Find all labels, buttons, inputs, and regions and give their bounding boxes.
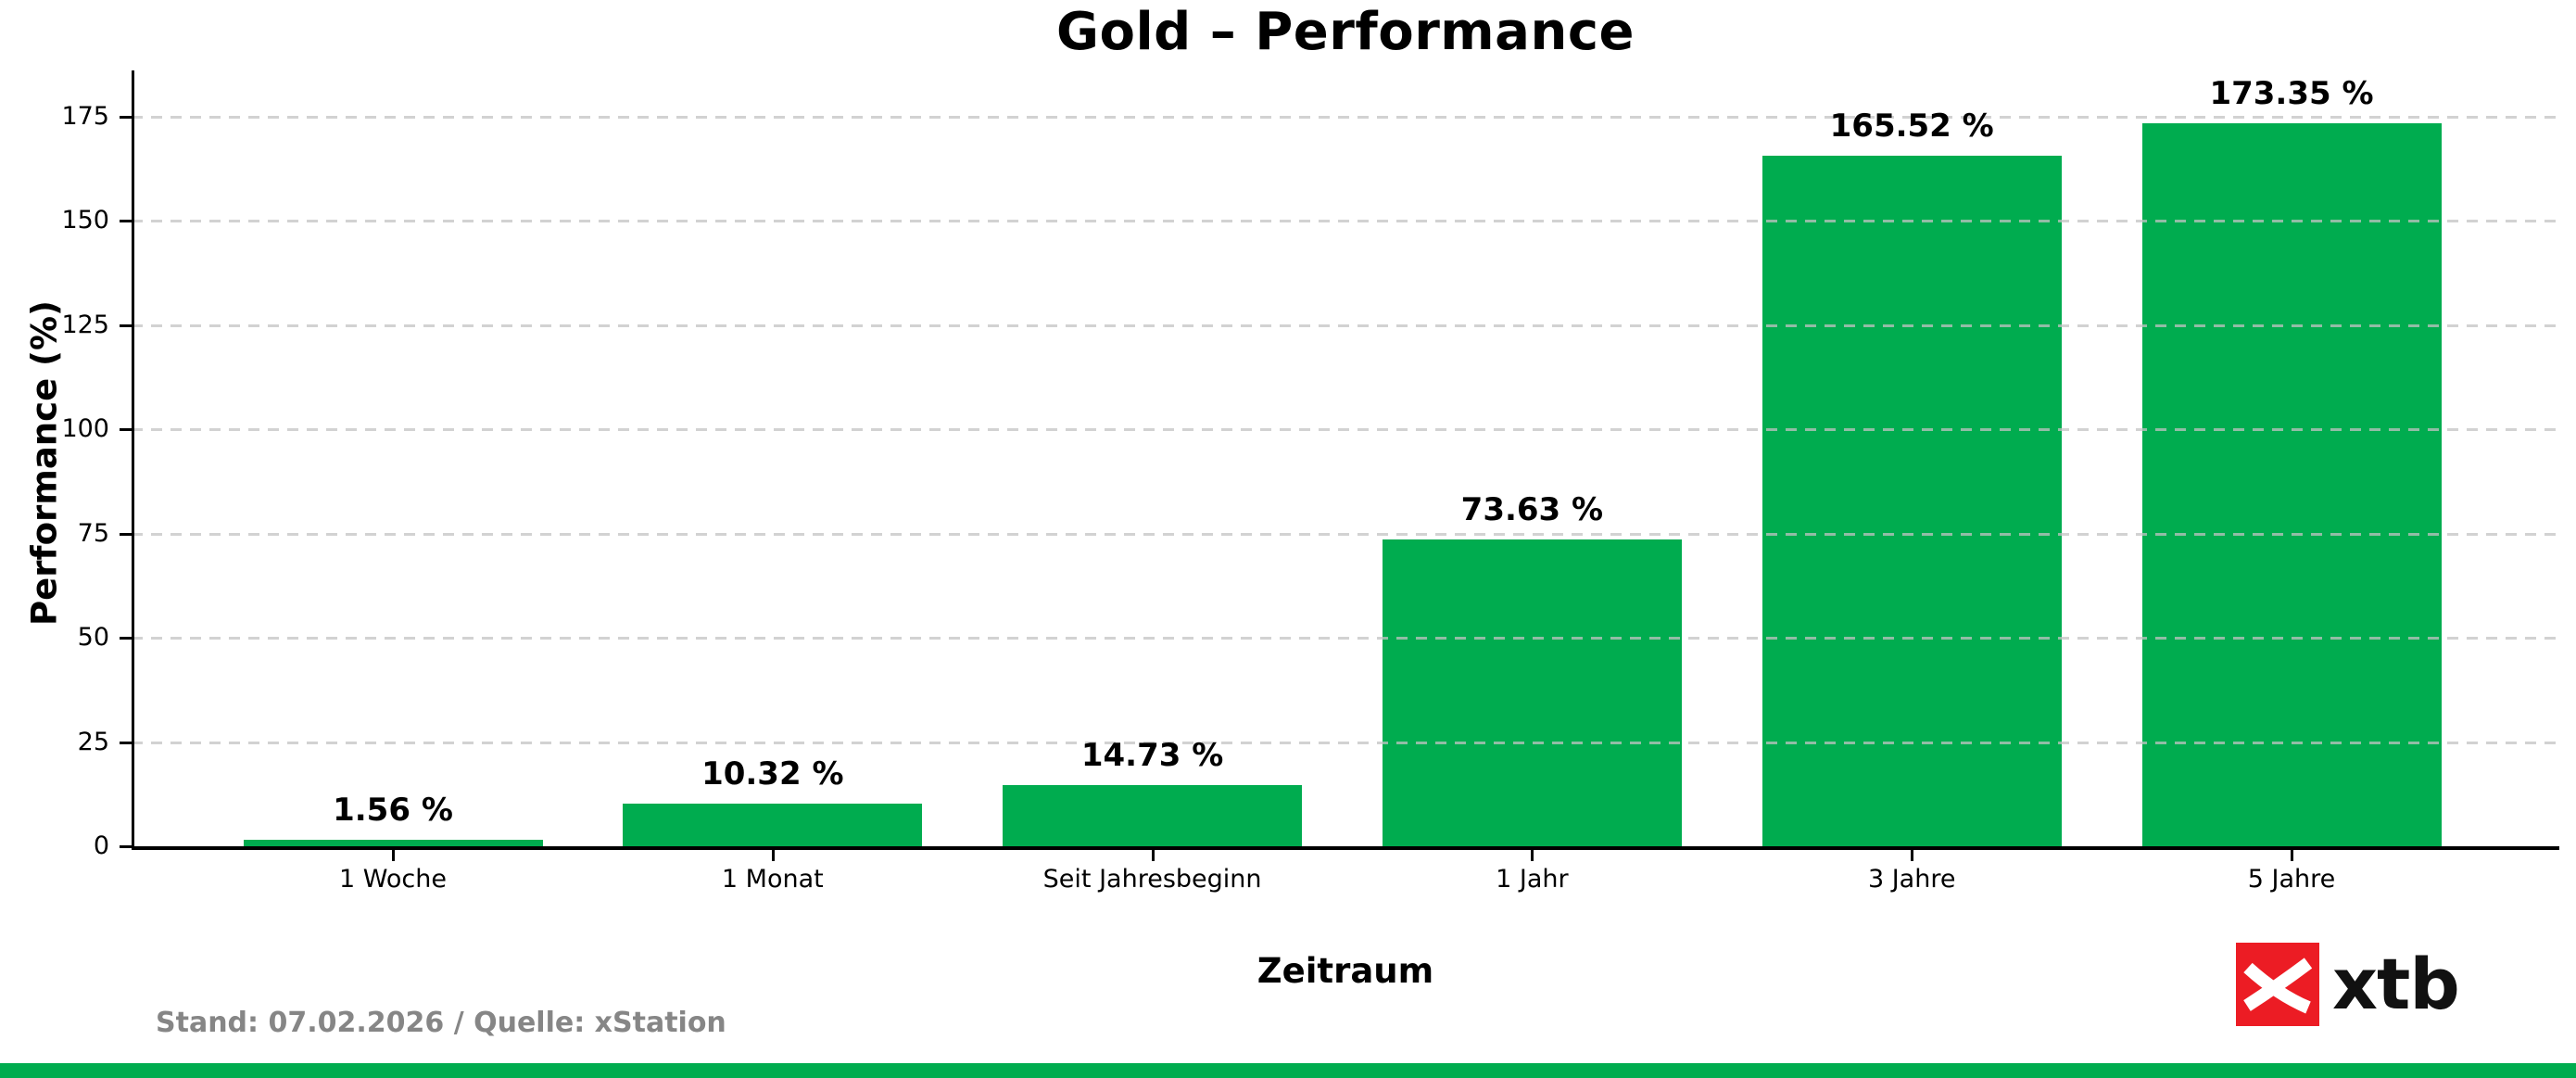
xtb-x-icon: [2236, 943, 2319, 1026]
gridline-150: [132, 220, 2559, 222]
x-axis-line: [132, 846, 2559, 850]
bar-value-label: 14.73 %: [1080, 737, 1224, 774]
y-tick-label-0: 0: [93, 831, 109, 860]
gridline-25: [132, 741, 2559, 744]
bar-value-label: 173.35 %: [2209, 75, 2374, 112]
bar-value-label: 1.56 %: [333, 792, 453, 829]
gridline-50: [132, 637, 2559, 640]
bar-value-label: 10.32 %: [701, 755, 844, 793]
x-tick-mark: [1151, 850, 1155, 861]
y-tick-mark-0: [120, 845, 132, 848]
plot-area: 1.56 % 10.32 % 14.73 % 73.63 % 165.52 % 173.3…: [132, 70, 2559, 846]
xtb-logo-text: xtb: [2332, 943, 2460, 1025]
y-tick-mark-75: [120, 532, 132, 536]
bar-5 Jahre: [2141, 123, 2442, 846]
bottom-accent-bar: [0, 1063, 2576, 1078]
gridline-75: [132, 532, 2559, 536]
bar-1 Woche: [243, 840, 543, 846]
gridline-100: [132, 428, 2559, 431]
bar-1 Monat: [623, 804, 923, 846]
bar-Seit Jahresbeginn: [1003, 785, 1303, 846]
x-tick-label: 1 Jahr: [1496, 865, 1569, 894]
y-tick-label-175: 175: [61, 101, 109, 131]
x-tick-label: 3 Jahre: [1867, 865, 1956, 894]
x-tick-mark: [2291, 850, 2293, 861]
y-tick-label-25: 25: [77, 727, 109, 756]
y-tick-mark-175: [120, 115, 132, 119]
bar-value-label: 73.63 %: [1460, 491, 1604, 528]
chart-title: Gold – Performance: [1056, 2, 1635, 62]
x-tick-mark: [392, 850, 395, 861]
bar-3 Jahre: [1762, 156, 2062, 846]
y-tick-mark-125: [120, 323, 132, 327]
gridline-175: [132, 115, 2559, 119]
x-tick-label: 5 Jahre: [2247, 865, 2336, 894]
source-note: Stand: 07.02.2026 / Quelle: xStation: [156, 1007, 726, 1039]
x-tick-label: 1 Monat: [721, 865, 824, 894]
bar-value-label: 165.52 %: [1829, 108, 1994, 145]
x-tick-mark: [1531, 850, 1534, 861]
y-tick-label-50: 50: [77, 623, 109, 652]
y-tick-label-125: 125: [61, 310, 109, 339]
y-tick-label-100: 100: [61, 414, 109, 443]
x-tick-mark: [771, 850, 775, 861]
y-tick-label-75: 75: [77, 518, 109, 548]
y-tick-label-150: 150: [61, 206, 109, 235]
x-axis-label: Zeitraum: [1256, 951, 1434, 991]
y-tick-mark-150: [120, 220, 132, 222]
bar-1 Jahr: [1382, 539, 1682, 846]
y-tick-mark-25: [120, 741, 132, 744]
xtb-logo: xtb: [2236, 942, 2460, 1027]
gridline-125: [132, 323, 2559, 327]
x-tick-label: Seit Jahresbeginn: [1042, 865, 1262, 894]
x-tick-mark: [1911, 850, 1914, 861]
x-tick-label: 1 Woche: [339, 865, 447, 894]
y-tick-mark-50: [120, 637, 132, 640]
y-tick-mark-100: [120, 428, 132, 431]
y-axis-line: [132, 70, 134, 850]
